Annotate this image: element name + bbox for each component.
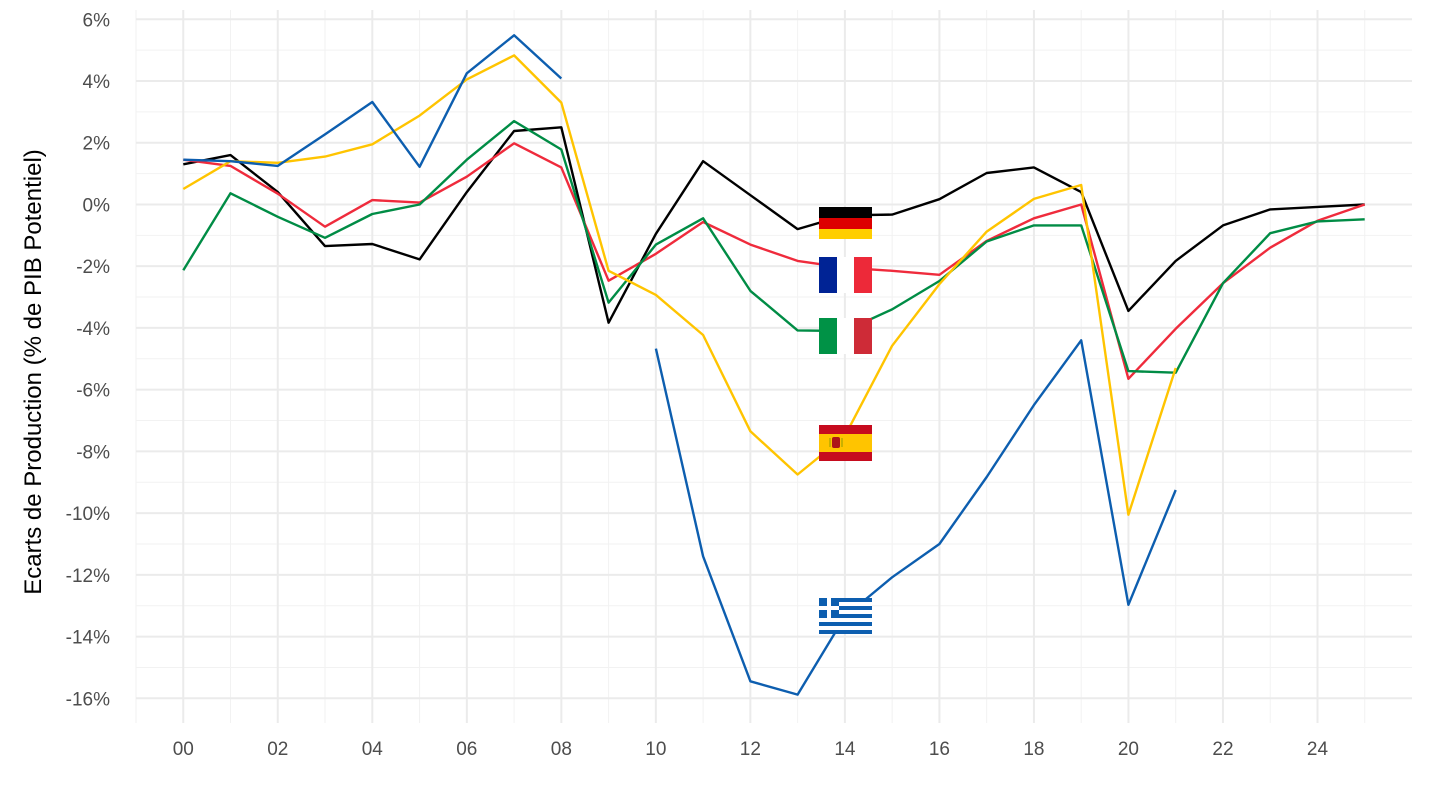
italy-flag — [819, 318, 872, 354]
x-tick-label: 22 — [1212, 739, 1233, 760]
y-tick-label: -16% — [66, 689, 110, 710]
axes: 00 02 04 06 08 10 12 14 16 18 20 22 24 6% 4% 2% 0% -2% -4%… — [66, 10, 1329, 760]
spain-flag — [819, 425, 872, 461]
y-axis-title: Ecarts de Production (% de PIB Potentiel… — [20, 149, 47, 595]
series-line-italy — [182, 119, 1365, 374]
series-lines — [182, 34, 1366, 696]
y-tick-label: -6% — [76, 381, 110, 402]
series-line-germany — [183, 126, 1365, 324]
greece-flag — [819, 598, 872, 634]
series-line-france — [183, 142, 1366, 380]
x-tick-label: 16 — [929, 739, 950, 760]
x-tick-label: 10 — [645, 739, 666, 760]
y-tick-label: -2% — [76, 257, 110, 278]
x-tick-label: 02 — [267, 739, 288, 760]
y-tick-label: -4% — [76, 319, 110, 340]
y-tick-label: -10% — [66, 504, 110, 525]
series-line-greece — [183, 34, 1177, 696]
country-flags — [819, 207, 872, 634]
x-tick-label: 14 — [834, 739, 856, 760]
france-flag — [819, 257, 872, 293]
x-tick-label: 04 — [362, 739, 384, 760]
y-tick-label: -8% — [76, 442, 110, 463]
x-tick-label: 18 — [1023, 739, 1044, 760]
x-tick-label: 00 — [173, 739, 194, 760]
germany-flag — [819, 207, 872, 239]
y-tick-label: 4% — [83, 72, 111, 93]
x-tick-label: 12 — [740, 739, 761, 760]
x-tick-label: 06 — [456, 739, 477, 760]
y-tick-label: -14% — [66, 628, 110, 649]
y-tick-label: 0% — [83, 195, 111, 216]
y-tick-label: 2% — [83, 134, 111, 155]
y-tick-label: 6% — [83, 10, 111, 31]
grid-lines — [135, 10, 1412, 723]
x-tick-label: 24 — [1307, 739, 1329, 760]
x-tick-label: 20 — [1118, 739, 1139, 760]
series-line-spain — [182, 54, 1177, 516]
y-tick-label: -12% — [66, 566, 110, 587]
x-tick-label: 08 — [551, 739, 572, 760]
